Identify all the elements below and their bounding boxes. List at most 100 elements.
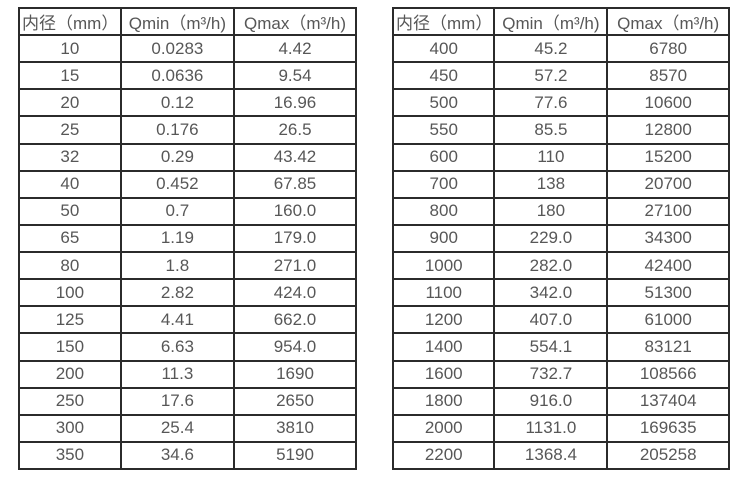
cell: 20: [18, 88, 122, 118]
cell: 34.6: [119, 440, 235, 471]
cell: 662.0: [232, 305, 358, 335]
column-header: 内径（mm）: [391, 7, 496, 36]
cell: 1100: [391, 278, 496, 308]
table-row: 550 85.5 12800: [391, 115, 730, 145]
cell: 169635: [606, 413, 730, 443]
cell: 4.41: [119, 305, 235, 335]
cell: 61000: [606, 305, 730, 335]
table-header: 内径（mm） Qmin（m³/h) Qmax（m³/h): [18, 7, 358, 36]
cell: 3810: [232, 413, 358, 443]
cell: 554.1: [493, 332, 609, 362]
table-body: 400 45.2 6780 450 57.2 8570 500 77.6 10600 550 85.…: [391, 33, 730, 471]
cell: 9.54: [232, 61, 358, 91]
table-row: 25 0.176 26.5: [18, 115, 358, 145]
cell: 137404: [606, 386, 730, 416]
cell: 1400: [391, 332, 496, 362]
cell: 1368.4: [493, 440, 609, 471]
spec-table-large-diameters: 内径（mm） Qmin（m³/h) Qmax（m³/h) 400 45.2 6780 45…: [391, 7, 730, 471]
cell: 954.0: [232, 332, 358, 362]
cell: 77.6: [493, 88, 609, 118]
table-row: 900 229.0 34300: [391, 223, 730, 254]
cell: 0.0636: [119, 61, 235, 91]
cell: 1600: [391, 359, 496, 389]
cell: 8570: [606, 61, 730, 91]
table-row: 300 25.4 3810: [18, 413, 358, 443]
cell: 1131.0: [493, 413, 609, 443]
column-header: Qmin（m³/h): [119, 7, 235, 36]
table-row: 1800 916.0 137404: [391, 386, 730, 416]
cell: 51300: [606, 278, 730, 308]
table-row: 1400 554.1 83121: [391, 332, 730, 362]
cell: 32: [18, 142, 122, 172]
cell: 342.0: [493, 278, 609, 308]
cell: 5190: [232, 440, 358, 471]
table-row: 800 180 27100: [391, 196, 730, 226]
cell: 0.7: [119, 196, 235, 226]
table-row: 15 0.0636 9.54: [18, 61, 358, 91]
cell: 250: [18, 386, 122, 416]
cell: 125: [18, 305, 122, 335]
cell: 229.0: [493, 223, 609, 254]
cell: 179.0: [232, 223, 358, 254]
cell: 350: [18, 440, 122, 471]
cell: 1800: [391, 386, 496, 416]
table-row: 32 0.29 43.42: [18, 142, 358, 172]
cell: 17.6: [119, 386, 235, 416]
cell: 800: [391, 196, 496, 226]
table-row: 10 0.0283 4.42: [18, 33, 358, 64]
table-row: 250 17.6 2650: [18, 386, 358, 416]
table-row: 1600 732.7 108566: [391, 359, 730, 389]
cell: 900: [391, 223, 496, 254]
cell: 10: [18, 33, 122, 64]
cell: 100: [18, 278, 122, 308]
table-row: 125 4.41 662.0: [18, 305, 358, 335]
table-row: 65 1.19 179.0: [18, 223, 358, 254]
cell: 2200: [391, 440, 496, 471]
column-header: Qmax（m³/h): [606, 7, 730, 36]
cell: 83121: [606, 332, 730, 362]
table-row: 50 0.7 160.0: [18, 196, 358, 226]
cell: 1000: [391, 250, 496, 281]
header-row: 内径（mm） Qmin（m³/h) Qmax（m³/h): [18, 7, 358, 36]
cell: 0.12: [119, 88, 235, 118]
cell: 271.0: [232, 250, 358, 281]
spec-table-small-diameters: 内径（mm） Qmin（m³/h) Qmax（m³/h) 10 0.0283 4.42 1…: [18, 7, 358, 471]
cell: 43.42: [232, 142, 358, 172]
cell: 20700: [606, 169, 730, 199]
table-row: 1100 342.0 51300: [391, 278, 730, 308]
table-row: 40 0.452 67.85: [18, 169, 358, 199]
column-header: 内径（mm）: [18, 7, 122, 36]
table-row: 2200 1368.4 205258: [391, 440, 730, 471]
cell: 65: [18, 223, 122, 254]
cell: 600: [391, 142, 496, 172]
cell: 500: [391, 88, 496, 118]
cell: 57.2: [493, 61, 609, 91]
cell: 450: [391, 61, 496, 91]
cell: 15: [18, 61, 122, 91]
cell: 200: [18, 359, 122, 389]
table-row: 1000 282.0 42400: [391, 250, 730, 281]
cell: 6.63: [119, 332, 235, 362]
cell: 1.8: [119, 250, 235, 281]
cell: 26.5: [232, 115, 358, 145]
cell: 550: [391, 115, 496, 145]
cell: 916.0: [493, 386, 609, 416]
cell: 108566: [606, 359, 730, 389]
table-row: 20 0.12 16.96: [18, 88, 358, 118]
cell: 25: [18, 115, 122, 145]
cell: 45.2: [493, 33, 609, 64]
cell: 138: [493, 169, 609, 199]
cell: 110: [493, 142, 609, 172]
cell: 2000: [391, 413, 496, 443]
table-row: 600 110 15200: [391, 142, 730, 172]
cell: 15200: [606, 142, 730, 172]
cell: 407.0: [493, 305, 609, 335]
table-row: 150 6.63 954.0: [18, 332, 358, 362]
cell: 282.0: [493, 250, 609, 281]
cell: 1.19: [119, 223, 235, 254]
cell: 40: [18, 169, 122, 199]
table-row: 500 77.6 10600: [391, 88, 730, 118]
cell: 80: [18, 250, 122, 281]
cell: 300: [18, 413, 122, 443]
